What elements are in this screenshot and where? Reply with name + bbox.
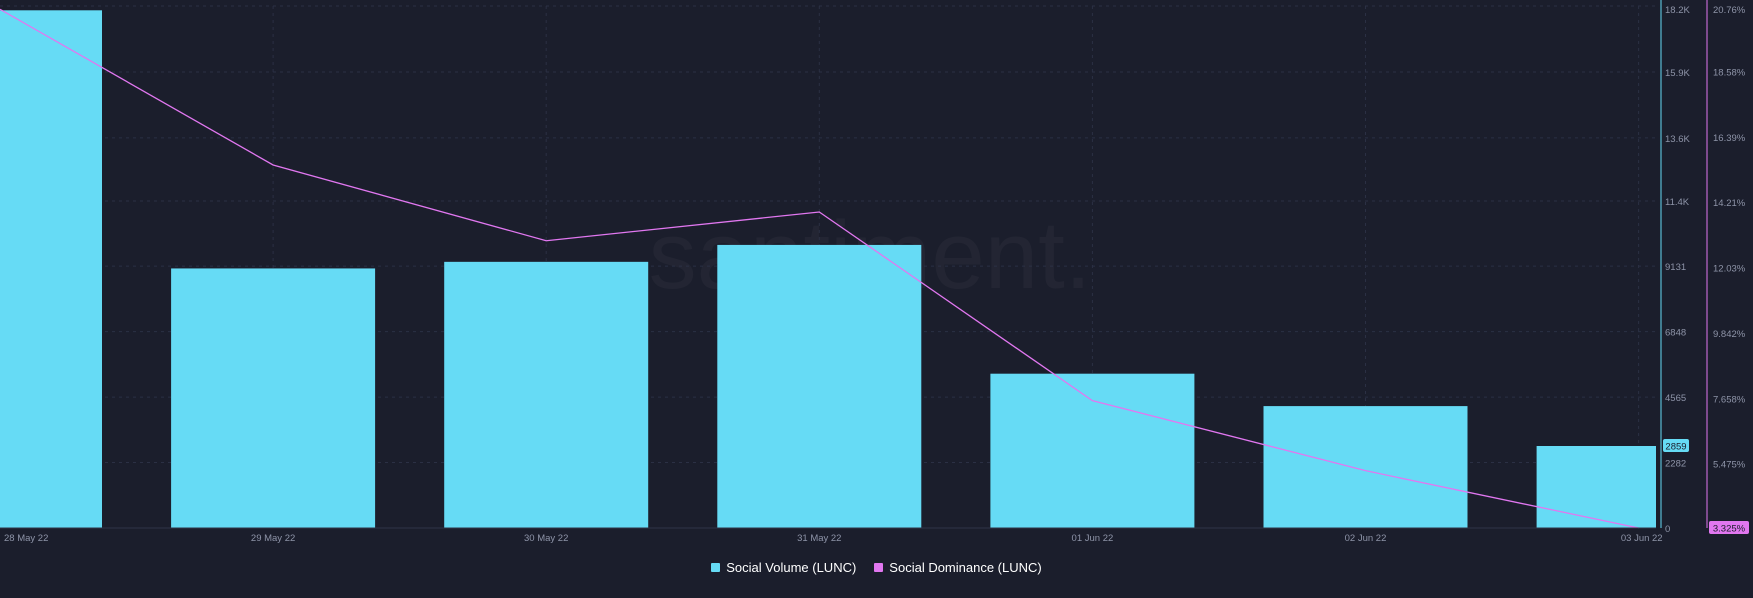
bar-volume (0, 10, 102, 529)
y-tick-label-volume: 11.4K (1665, 197, 1690, 208)
legend-swatch-dominance (874, 563, 884, 572)
y-tick-label-dominance: 20.76% (1713, 5, 1746, 16)
y-tick-label-dominance: 16.39% (1713, 133, 1746, 144)
y-tick-label-dominance: 9.842% (1713, 329, 1746, 340)
bar-volume (444, 261, 649, 528)
y-tick-label-dominance: 14.21% (1713, 198, 1746, 209)
y-tick-label-volume: 18.2K (1665, 5, 1690, 16)
legend-label-dominance: Social Dominance (LUNC) (889, 560, 1042, 575)
line-dominance (0, 8, 1639, 529)
badge-dominance-bg (1709, 521, 1749, 534)
y-tick-label-dominance: 12.03% (1713, 263, 1746, 274)
y-tick-label-volume: 15.9K (1665, 68, 1690, 79)
y-tick-label-dominance: 18.58% (1713, 67, 1746, 78)
y-tick-label-dominance: 5.475% (1713, 460, 1746, 471)
x-tick-label: 29 May 22 (251, 533, 295, 544)
bar-volume (717, 244, 922, 528)
x-tick-label: 02 Jun 22 (1345, 533, 1387, 544)
badge-volume-text: 2859 (1665, 442, 1686, 453)
legend-swatch-volume (711, 563, 721, 572)
badge-volume-bg (1663, 439, 1689, 453)
bar-volume (1263, 406, 1468, 528)
bar-volume (1536, 446, 1656, 528)
x-tick-label: 03 Jun 22 (1621, 533, 1663, 544)
y-tick-label-volume: 9131 (1665, 262, 1686, 273)
legend-label-volume: Social Volume (LUNC) (726, 560, 857, 575)
y-tick-label-volume: 4565 (1665, 393, 1686, 404)
legend-item-volume[interactable]: Social Volume (LUNC) (711, 560, 856, 575)
bar-volume (171, 268, 376, 528)
x-tick-label: 28 May 22 (4, 533, 48, 544)
x-tick-label: 31 May 22 (797, 533, 841, 544)
y-tick-label-volume: 6848 (1665, 328, 1686, 339)
badge-dominance-text: 3.325% (1713, 524, 1746, 535)
y-tick-label-volume: 0 (1665, 524, 1670, 535)
bar-volume (990, 373, 1195, 528)
y-tick-label-volume: 2282 (1665, 459, 1686, 470)
y-tick-label-dominance: 7.658% (1713, 394, 1746, 405)
legend-item-dominance[interactable]: Social Dominance (LUNC) (874, 560, 1042, 575)
chart-legend: Social Volume (LUNC) Social Dominance (L… (0, 560, 1753, 575)
x-tick-label: 30 May 22 (524, 533, 568, 544)
x-tick-label: 01 Jun 22 (1072, 533, 1114, 544)
y-tick-label-volume: 13.6K (1665, 134, 1690, 145)
